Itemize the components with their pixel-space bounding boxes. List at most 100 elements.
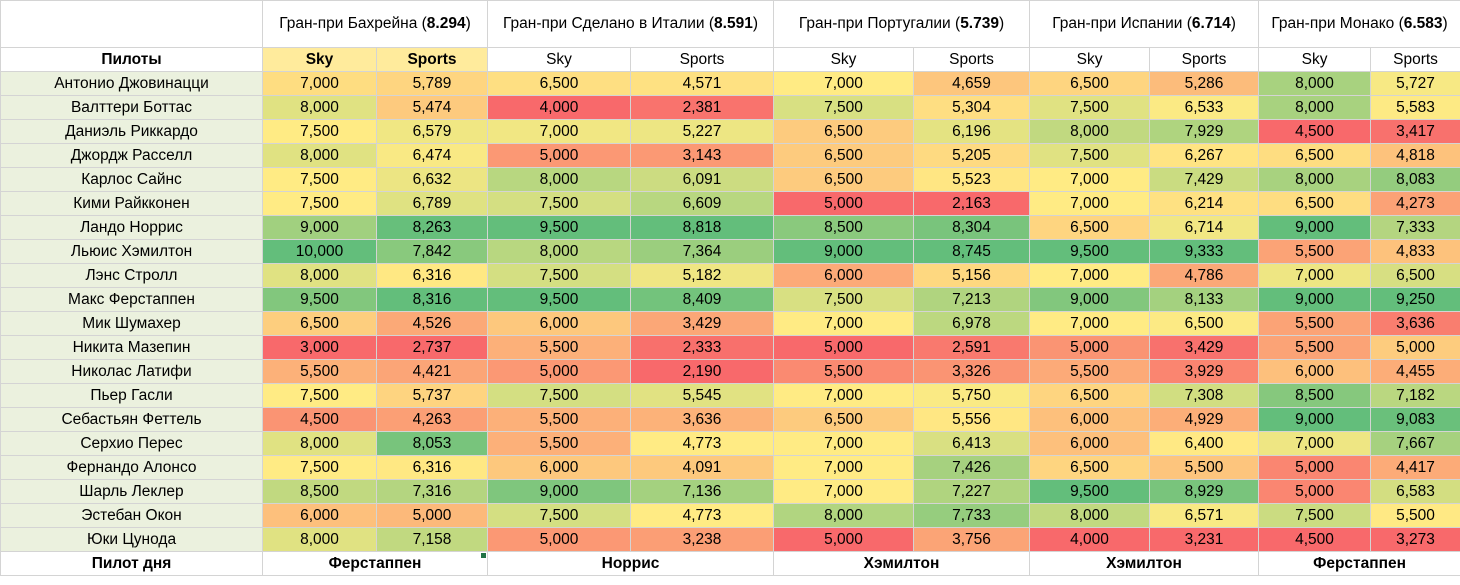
sports-score-cell[interactable]: 3,429 — [629, 311, 775, 336]
sky-score-cell[interactable]: 8,000 — [1029, 503, 1151, 528]
sky-score-cell[interactable]: 5,000 — [487, 143, 631, 168]
sports-score-cell[interactable]: 3,273 — [1370, 527, 1460, 552]
driver-name-cell[interactable]: Валттери Боттас — [0, 95, 263, 120]
sky-score-cell[interactable]: 3,000 — [262, 335, 377, 360]
sky-score-cell[interactable]: 7,500 — [262, 167, 377, 192]
sports-score-cell[interactable]: 2,333 — [629, 335, 775, 360]
sky-score-cell[interactable]: 7,500 — [487, 191, 631, 216]
sports-score-cell[interactable]: 7,364 — [629, 239, 775, 264]
driver-name-cell[interactable]: Мик Шумахер — [0, 311, 263, 336]
sports-score-cell[interactable]: 7,316 — [376, 479, 488, 504]
sky-score-cell[interactable]: 5,500 — [773, 359, 915, 384]
sky-score-cell[interactable]: 7,000 — [1029, 191, 1151, 216]
driver-of-the-day-cell[interactable]: Хэмилтон — [1029, 551, 1260, 576]
sports-score-cell[interactable]: 7,733 — [913, 503, 1031, 528]
sky-score-cell[interactable]: 8,000 — [487, 167, 631, 192]
sky-score-cell[interactable]: 9,000 — [773, 239, 915, 264]
driver-name-cell[interactable]: Джордж Расселл — [0, 143, 263, 168]
sky-score-cell[interactable]: 8,000 — [487, 239, 631, 264]
sports-score-cell[interactable]: 6,413 — [913, 431, 1031, 456]
selection-fill-handle[interactable] — [481, 553, 486, 558]
sky-score-cell[interactable]: 5,500 — [487, 431, 631, 456]
sky-score-cell[interactable]: 5,500 — [1258, 239, 1372, 264]
sky-score-cell[interactable]: 6,500 — [1258, 143, 1372, 168]
sky-score-cell[interactable]: 6,000 — [1029, 431, 1151, 456]
sports-score-cell[interactable]: 6,583 — [1370, 479, 1460, 504]
race-title-cell[interactable]: Гран-при Португалии (5.739) — [773, 0, 1031, 48]
sky-score-cell[interactable]: 7,500 — [262, 119, 377, 144]
sports-score-cell[interactable]: 7,426 — [913, 455, 1031, 480]
sky-score-cell[interactable]: 5,500 — [262, 359, 377, 384]
sky-score-cell[interactable]: 5,000 — [487, 359, 631, 384]
sports-score-cell[interactable]: 8,263 — [376, 215, 488, 240]
sports-header-cell[interactable]: Sports — [629, 47, 775, 72]
sports-score-cell[interactable]: 6,500 — [1370, 263, 1460, 288]
sports-score-cell[interactable]: 4,786 — [1149, 263, 1260, 288]
sports-score-cell[interactable]: 7,667 — [1370, 431, 1460, 456]
driver-name-cell[interactable]: Лэнс Стролл — [0, 263, 263, 288]
sky-score-cell[interactable]: 7,500 — [262, 455, 377, 480]
sky-score-cell[interactable]: 8,000 — [1258, 95, 1372, 120]
sports-score-cell[interactable]: 5,286 — [1149, 71, 1260, 96]
sports-score-cell[interactable]: 6,632 — [376, 167, 488, 192]
sports-score-cell[interactable]: 9,250 — [1370, 287, 1460, 312]
sports-score-cell[interactable]: 3,326 — [913, 359, 1031, 384]
sky-score-cell[interactable]: 5,000 — [773, 191, 915, 216]
sports-score-cell[interactable]: 5,156 — [913, 263, 1031, 288]
sky-score-cell[interactable]: 6,500 — [1029, 383, 1151, 408]
driver-name-cell[interactable]: Серхио Перес — [0, 431, 263, 456]
sky-score-cell[interactable]: 7,500 — [773, 287, 915, 312]
sports-score-cell[interactable]: 3,756 — [913, 527, 1031, 552]
sky-score-cell[interactable]: 6,000 — [262, 503, 377, 528]
sports-score-cell[interactable]: 6,091 — [629, 167, 775, 192]
sports-score-cell[interactable]: 8,133 — [1149, 287, 1260, 312]
sky-score-cell[interactable]: 4,500 — [262, 407, 377, 432]
sports-score-cell[interactable]: 5,727 — [1370, 71, 1460, 96]
sports-score-cell[interactable]: 7,182 — [1370, 383, 1460, 408]
sports-score-cell[interactable]: 8,316 — [376, 287, 488, 312]
sky-score-cell[interactable]: 6,000 — [1029, 407, 1151, 432]
sports-score-cell[interactable]: 3,417 — [1370, 119, 1460, 144]
sports-score-cell[interactable]: 4,659 — [913, 71, 1031, 96]
sports-score-cell[interactable]: 8,304 — [913, 215, 1031, 240]
sky-score-cell[interactable]: 7,000 — [1258, 263, 1372, 288]
sports-score-cell[interactable]: 2,163 — [913, 191, 1031, 216]
sports-score-cell[interactable]: 2,381 — [629, 95, 775, 120]
sky-score-cell[interactable]: 7,000 — [1029, 167, 1151, 192]
sports-score-cell[interactable]: 3,231 — [1149, 527, 1260, 552]
sky-score-cell[interactable]: 9,500 — [487, 215, 631, 240]
sky-score-cell[interactable]: 6,500 — [1029, 71, 1151, 96]
sky-header-cell[interactable]: Sky — [1258, 47, 1372, 72]
driver-name-cell[interactable]: Карлос Сайнс — [0, 167, 263, 192]
sky-score-cell[interactable]: 6,500 — [773, 167, 915, 192]
sports-score-cell[interactable]: 7,308 — [1149, 383, 1260, 408]
sky-score-cell[interactable]: 4,000 — [487, 95, 631, 120]
sky-score-cell[interactable]: 9,000 — [1258, 407, 1372, 432]
sky-score-cell[interactable]: 5,500 — [1258, 311, 1372, 336]
sports-score-cell[interactable]: 2,737 — [376, 335, 488, 360]
race-title-cell[interactable]: Гран-при Монако (6.583) — [1258, 0, 1460, 48]
sky-score-cell[interactable]: 5,000 — [1029, 335, 1151, 360]
sports-score-cell[interactable]: 5,750 — [913, 383, 1031, 408]
sports-score-cell[interactable]: 3,636 — [1370, 311, 1460, 336]
sky-score-cell[interactable]: 9,000 — [487, 479, 631, 504]
sports-score-cell[interactable]: 4,417 — [1370, 455, 1460, 480]
sky-score-cell[interactable]: 5,000 — [773, 335, 915, 360]
driver-of-the-day-cell[interactable]: Ферстаппен — [262, 551, 488, 576]
driver-name-cell[interactable]: Себастьян Феттель — [0, 407, 263, 432]
sports-score-cell[interactable]: 2,591 — [913, 335, 1031, 360]
sports-score-cell[interactable]: 5,545 — [629, 383, 775, 408]
sports-score-cell[interactable]: 8,083 — [1370, 167, 1460, 192]
sports-score-cell[interactable]: 2,190 — [629, 359, 775, 384]
sports-score-cell[interactable]: 4,929 — [1149, 407, 1260, 432]
sky-score-cell[interactable]: 9,500 — [1029, 239, 1151, 264]
sports-score-cell[interactable]: 6,316 — [376, 455, 488, 480]
driver-of-the-day-label[interactable]: Пилот дня — [0, 551, 263, 576]
sky-score-cell[interactable]: 8,000 — [262, 527, 377, 552]
sky-score-cell[interactable]: 6,500 — [1258, 191, 1372, 216]
sky-score-cell[interactable]: 5,500 — [1258, 335, 1372, 360]
sky-score-cell[interactable]: 6,500 — [1029, 455, 1151, 480]
race-title-cell[interactable]: Гран-при Сделано в Италии (8.591) — [486, 0, 775, 48]
sky-score-cell[interactable]: 7,500 — [1029, 95, 1151, 120]
driver-of-the-day-cell[interactable]: Ферстаппен — [1258, 551, 1460, 576]
